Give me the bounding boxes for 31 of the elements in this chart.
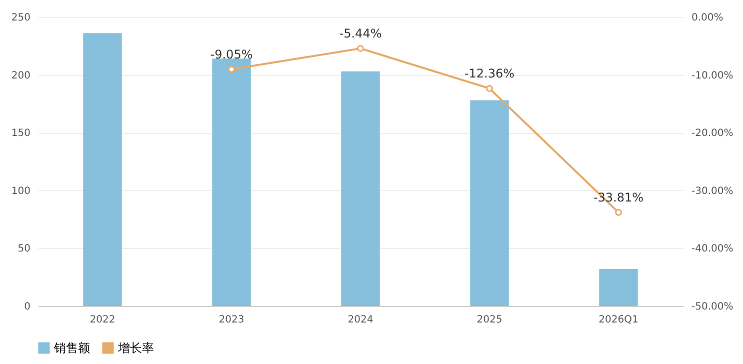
- point: [486, 84, 493, 92]
- legend-label: 销售额: [53, 341, 90, 355]
- y-tick-label: 200: [11, 70, 30, 82]
- bar: [212, 58, 251, 306]
- x-tick-label: 2026Q1: [598, 314, 638, 326]
- bar: [599, 269, 638, 306]
- point: [228, 66, 235, 73]
- y2-tick-label: -20.00%: [692, 128, 734, 140]
- x-tick-label: 2025: [476, 314, 502, 326]
- bar: [470, 100, 509, 306]
- y2-tick-label: 0.00%: [692, 12, 724, 24]
- data-label: -12.36%: [464, 66, 515, 80]
- legend-label: 增长率: [117, 341, 154, 355]
- bar: [341, 71, 380, 306]
- y2-tick-label: -30.00%: [692, 186, 734, 197]
- point: [615, 208, 622, 216]
- y-tick-label: 0: [24, 302, 30, 312]
- x-tick-label: 2023: [218, 314, 244, 326]
- x-tick-label: 2022: [90, 314, 116, 326]
- y2-tick-label: -40.00%: [692, 244, 734, 255]
- x-tick-label: 2024: [348, 314, 374, 326]
- point: [357, 44, 364, 52]
- y2-tick-label: -10.00%: [692, 70, 734, 82]
- y-tick-label: 150: [11, 128, 30, 140]
- y-tick-label: 250: [11, 12, 30, 24]
- y2-tick-label: -50.00%: [692, 302, 734, 312]
- data-label: -9.05%: [210, 47, 253, 62]
- y-tick-label: 100: [11, 186, 30, 197]
- y-tick-label: 50: [18, 244, 30, 255]
- data-label: -5.44%: [339, 26, 382, 40]
- bar: [83, 33, 122, 306]
